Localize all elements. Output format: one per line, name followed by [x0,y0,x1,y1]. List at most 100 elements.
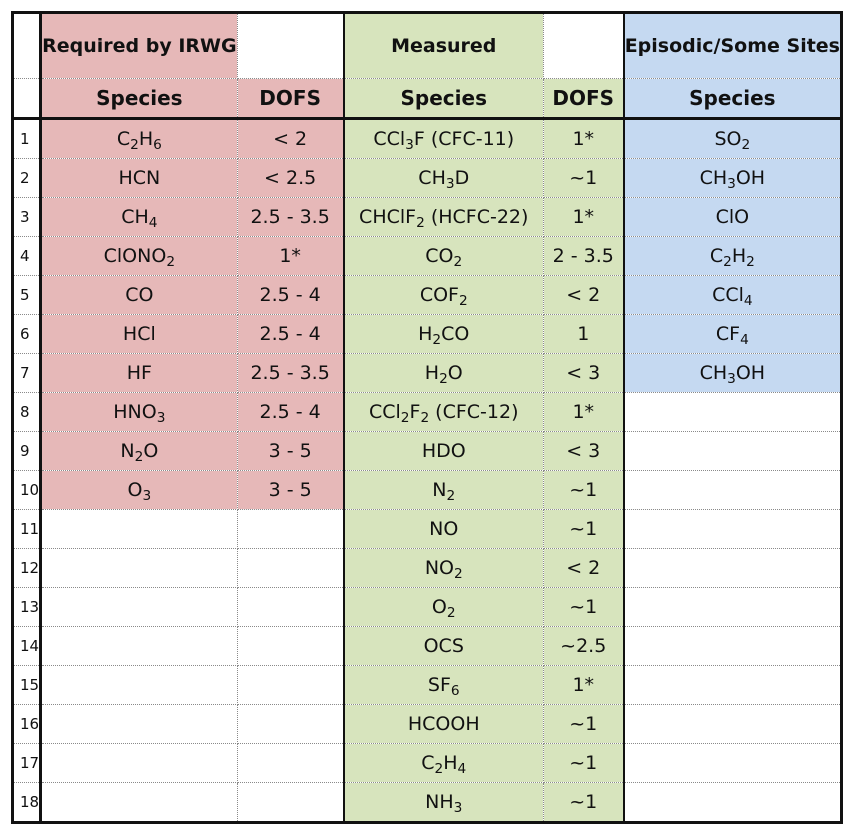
meas-species-cell: H2O [342,353,544,393]
meas-dofs-cell: 1* [542,665,625,705]
req-species-cell: N2O [40,431,238,471]
meas-species-cell: SF6 [342,665,544,705]
req-dofs-cell: 2.5 - 3.5 [236,197,345,237]
epi-species-cell [622,782,842,823]
row-number: 5 [11,275,43,315]
req-dofs-cell [236,665,345,705]
row-number: 6 [11,314,43,354]
req-species-cell: CO [40,275,238,315]
meas-dofs-cell: ~1 [542,158,625,198]
row-number: 12 [11,548,43,588]
meas-dofs-cell: < 2 [542,548,625,588]
meas-species-cell: HDO [342,431,544,471]
group-measured-header: Measured [342,12,544,79]
table-row: 18 NH3 ~1 [11,782,842,823]
req-dofs-cell [236,782,345,823]
row-number: 7 [11,353,43,393]
req-species-cell: HF [40,353,238,393]
meas-dofs-cell: ~2.5 [542,626,625,666]
row-number: 14 [11,626,43,666]
meas-dofs-cell: 1* [542,197,625,237]
row-number: 8 [11,392,43,432]
row-number: 4 [11,236,43,276]
meas-species-cell: C2H4 [342,743,544,783]
meas-dofs-cell: 2 - 3.5 [542,236,625,276]
corner-cell [11,12,43,79]
table-row: 1 C2H6 < 2 CCl3F (CFC-11) 1* SO2 [11,118,842,159]
meas-dofs-cell: < 3 [542,431,625,471]
meas-species-cell: NO [342,509,544,549]
epi-species-cell: CCl4 [622,275,842,315]
meas-species-cell: CCl3F (CFC-11) [342,118,544,159]
req-species-cell [40,548,238,588]
table-row: 4 ClONO2 1* CO2 2 - 3.5 C2H2 [11,236,842,276]
table-row: 8 HNO3 2.5 - 4 CCl2F2 (CFC-12) 1* [11,392,842,432]
meas-dofs-cell: < 2 [542,275,625,315]
row-number: 3 [11,197,43,237]
corner-cell [11,78,43,120]
column-header-row: Species DOFS Species DOFS Species [11,78,842,120]
table-row: 17 C2H4 ~1 [11,743,842,783]
meas-species-cell: H2CO [342,314,544,354]
table-row: 11 NO ~1 [11,509,842,549]
table-row: 16 HCOOH ~1 [11,704,842,744]
req-dofs-cell: < 2 [236,118,345,159]
meas-dofs-cell: ~1 [542,470,625,510]
req-species-cell [40,782,238,823]
epi-species-cell [622,665,842,705]
req-species-cell: HCl [40,314,238,354]
epi-species-cell [622,548,842,588]
epi-species-cell [622,704,842,744]
req-dofs-cell: 2.5 - 4 [236,275,345,315]
epi-species-cell: CF4 [622,314,842,354]
epi-species-cell: SO2 [622,118,842,159]
req-dofs-cell: 3 - 5 [236,470,345,510]
row-number: 1 [11,118,43,159]
meas-dofs-cell: ~1 [542,509,625,549]
epi-species-cell [622,431,842,471]
meas-species-cell: NO2 [342,548,544,588]
req-dofs-cell: 3 - 5 [236,431,345,471]
meas-dofs-cell: < 3 [542,353,625,393]
req-species-cell: C2H6 [40,118,238,159]
group-header-row: Required by IRWG Measured Episodic/Some … [11,12,842,79]
species-table: Required by IRWG Measured Episodic/Some … [11,11,843,824]
row-number: 11 [11,509,43,549]
meas-species-cell: CCl2F2 (CFC-12) [342,392,544,432]
meas-species-header: Species [342,78,544,120]
req-species-cell [40,587,238,627]
row-number: 9 [11,431,43,471]
group-episodic-header: Episodic/Some Sites [622,12,842,79]
req-dofs-cell [236,704,345,744]
table-row: 14 OCS ~2.5 [11,626,842,666]
req-species-cell: HNO3 [40,392,238,432]
req-dofs-cell: 1* [236,236,345,276]
meas-species-cell: N2 [342,470,544,510]
req-species-header: Species [40,78,238,120]
row-number: 13 [11,587,43,627]
req-dofs-cell [236,509,345,549]
epi-species-cell [622,743,842,783]
table-row: 3 CH4 2.5 - 3.5 CHClF2 (HCFC-22) 1* ClO [11,197,842,237]
req-species-cell [40,704,238,744]
group-required-header: Required by IRWG [40,12,238,79]
meas-dofs-cell: 1* [542,392,625,432]
row-number: 16 [11,704,43,744]
epi-species-header: Species [622,78,842,120]
blank-header-cell [236,12,345,79]
row-number: 10 [11,470,43,510]
meas-species-cell: O2 [342,587,544,627]
req-dofs-cell [236,626,345,666]
req-dofs-cell: 2.5 - 4 [236,392,345,432]
meas-species-cell: HCOOH [342,704,544,744]
req-species-cell: CH4 [40,197,238,237]
req-species-cell: HCN [40,158,238,198]
req-species-cell [40,743,238,783]
meas-species-cell: COF2 [342,275,544,315]
epi-species-cell [622,392,842,432]
table-row: 10 O3 3 - 5 N2 ~1 [11,470,842,510]
row-number: 15 [11,665,43,705]
epi-species-cell [622,470,842,510]
table-row: 15 SF6 1* [11,665,842,705]
req-species-cell: O3 [40,470,238,510]
